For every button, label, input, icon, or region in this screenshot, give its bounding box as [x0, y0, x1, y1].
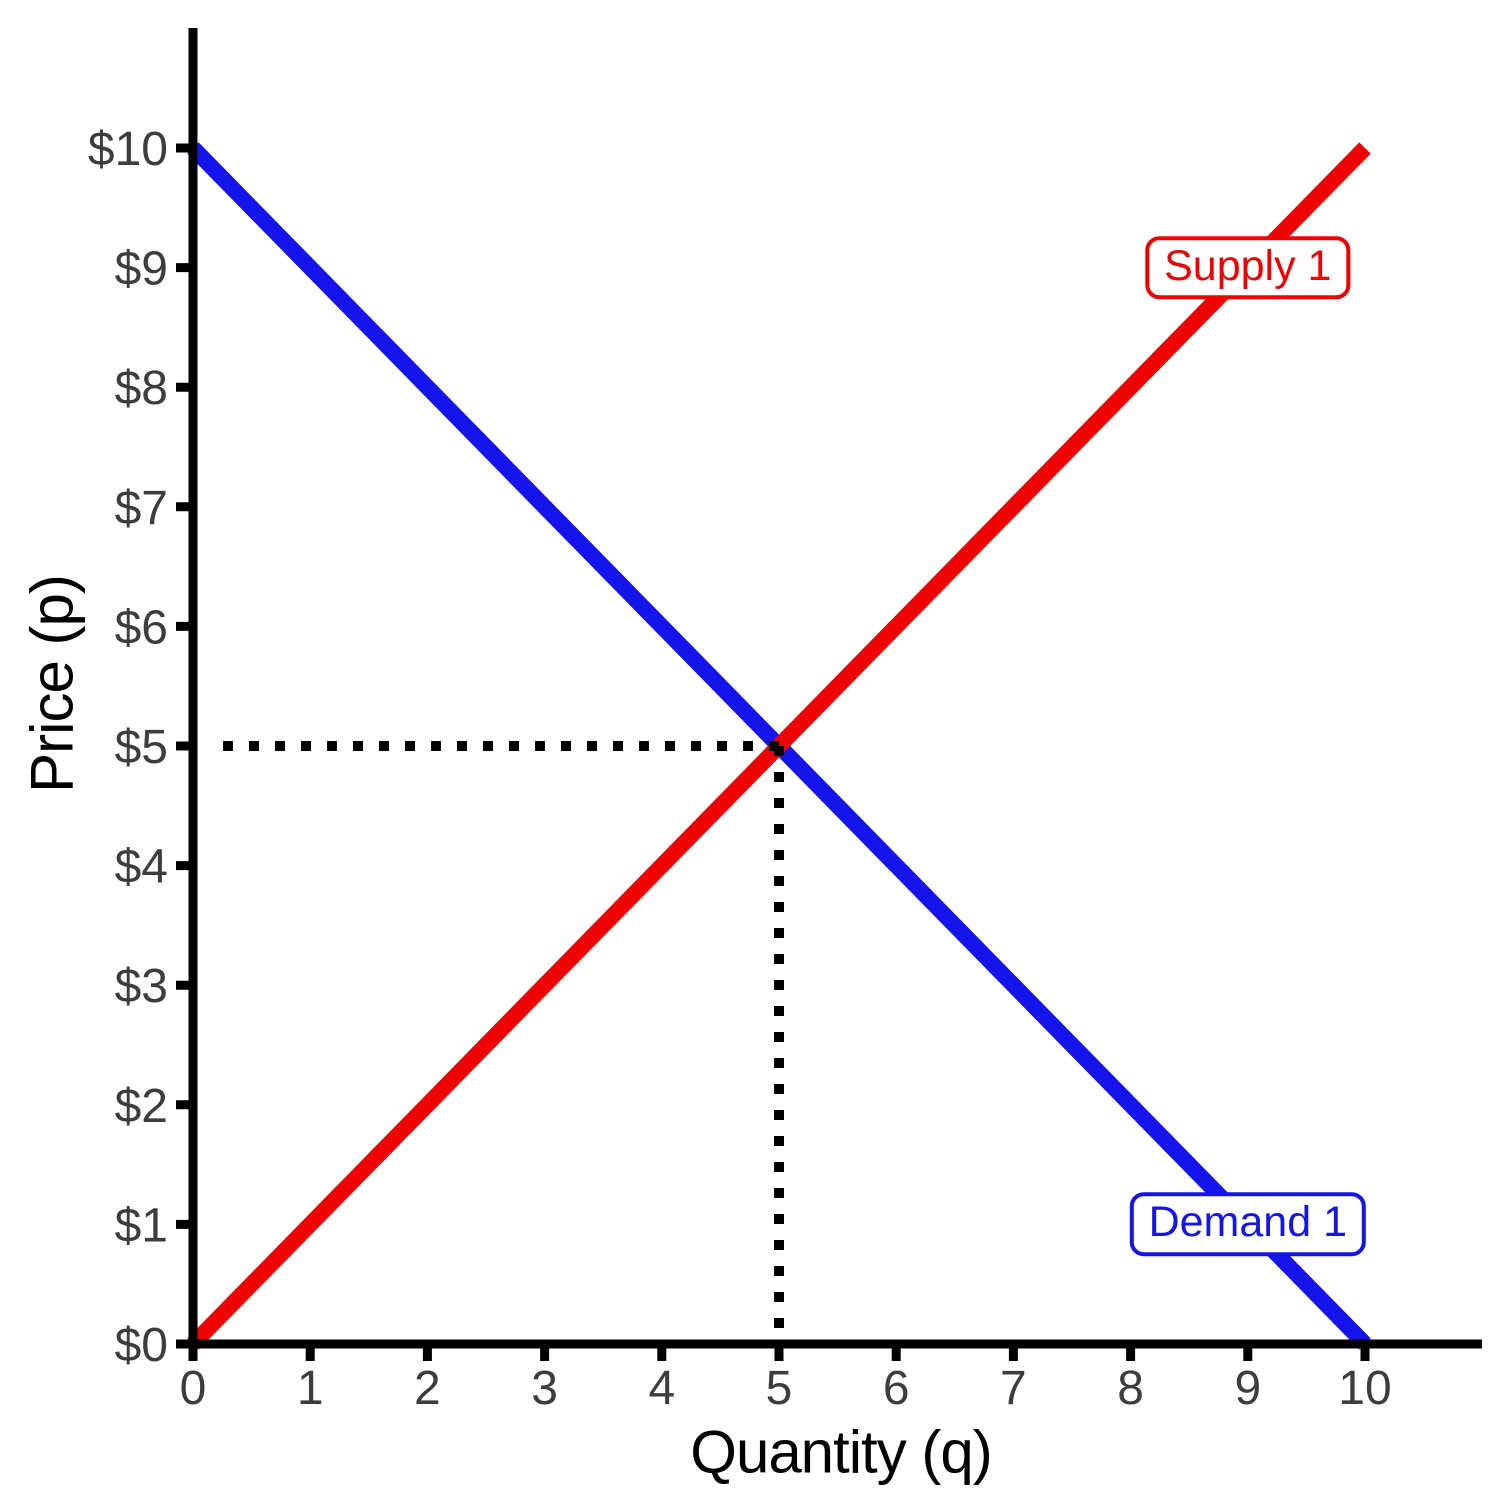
- y-tick-label: $6: [115, 601, 168, 654]
- y-tick-label: $10: [88, 123, 168, 176]
- y-tick-label: $5: [115, 721, 168, 774]
- x-tick-label: 4: [648, 1362, 675, 1415]
- supply-line-label: Supply 1: [1145, 235, 1351, 300]
- y-tick-label: $8: [115, 362, 168, 415]
- x-tick-label: 2: [414, 1362, 441, 1415]
- x-axis-title: Quantity (q): [690, 1418, 992, 1486]
- x-tick-label: 7: [1000, 1362, 1027, 1415]
- x-tick-label: 10: [1338, 1362, 1391, 1415]
- x-tick-label: 9: [1234, 1362, 1261, 1415]
- y-tick-label: $7: [115, 482, 168, 535]
- y-tick-label: $4: [115, 841, 168, 894]
- x-tick-label: 8: [1117, 1362, 1144, 1415]
- y-tick-label: $3: [115, 960, 168, 1013]
- demand-line-label: Demand 1: [1129, 1192, 1366, 1257]
- x-tick-label: 6: [883, 1362, 910, 1415]
- x-tick-label: 1: [297, 1362, 324, 1415]
- y-tick-label: $9: [115, 243, 168, 296]
- y-tick-label: $0: [115, 1319, 168, 1372]
- x-tick-label: 0: [180, 1362, 207, 1415]
- y-tick-label: $2: [115, 1080, 168, 1133]
- x-tick-label: 5: [766, 1362, 793, 1415]
- y-axis-title: Price (p): [18, 575, 86, 793]
- y-tick-label: $1: [115, 1199, 168, 1252]
- x-tick-label: 3: [531, 1362, 558, 1415]
